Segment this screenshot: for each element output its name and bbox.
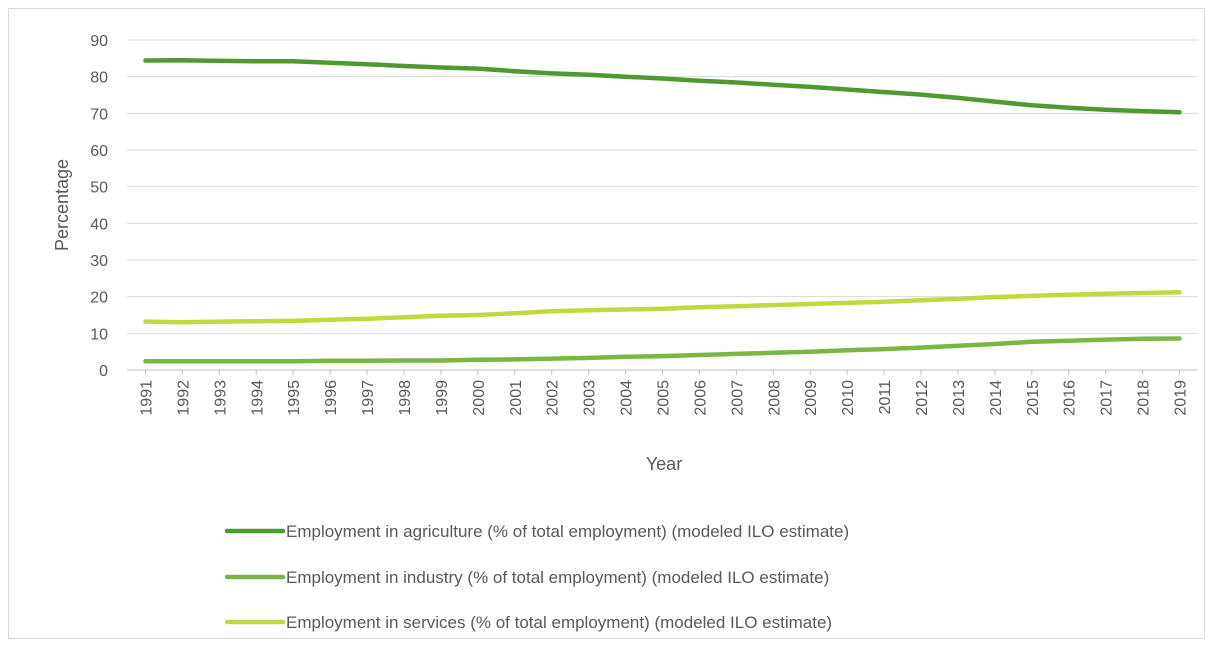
x-axis-title: Year — [646, 454, 682, 474]
y-tick-label: 80 — [90, 70, 108, 87]
legend-label-1: Employment in agriculture (% of total em… — [286, 522, 849, 541]
series-lines — [143, 57, 1182, 364]
x-tick-label: 2008 — [766, 380, 783, 416]
y-tick-label: 70 — [90, 106, 108, 123]
series-line-1 — [143, 57, 1182, 115]
x-tick-label: 1993 — [212, 380, 229, 416]
y-tick-label: 30 — [90, 253, 108, 270]
x-tick-label: 2017 — [1099, 380, 1116, 416]
x-tick-label: 1995 — [286, 380, 303, 416]
x-tick-label: 2018 — [1136, 380, 1153, 416]
x-tick-label: 2015 — [1025, 380, 1042, 416]
x-tick-label: 2000 — [471, 380, 488, 416]
x-tick-label: 2006 — [692, 380, 709, 416]
x-tick-label: 1997 — [360, 380, 377, 416]
y-tick-label: 10 — [90, 326, 108, 343]
x-tick-label: 1998 — [397, 380, 414, 416]
y-axis-ticks: 0 10 20 30 40 50 60 70 80 90 — [90, 33, 108, 380]
y-tick-label: 20 — [90, 290, 108, 307]
x-tick-label: 1992 — [175, 380, 192, 416]
x-tick-label: 2010 — [840, 380, 857, 416]
y-tick-label: 90 — [90, 33, 108, 50]
x-tick-label: 1999 — [434, 380, 451, 416]
x-tick-label: 2012 — [914, 380, 931, 416]
y-tick-label: 40 — [90, 216, 108, 233]
x-tick-label: 2001 — [508, 380, 525, 416]
x-tick-label: 1996 — [323, 380, 340, 416]
legend-label-3: Employment in services (% of total emplo… — [286, 613, 832, 632]
x-tick-label: 2005 — [656, 380, 673, 416]
x-axis-ticks: 1991 1992 1993 1994 1995 1996 1997 1998 1999 2000… — [138, 370, 1190, 416]
series-line-3 — [143, 290, 1182, 325]
y-tick-label: 50 — [90, 180, 108, 197]
x-tick-label: 2019 — [1173, 380, 1190, 416]
y-tick-label: 0 — [99, 363, 108, 380]
y-tick-label: 60 — [90, 143, 108, 160]
y-axis-title: Percentage — [52, 159, 72, 251]
x-tick-label: 2004 — [619, 380, 636, 416]
x-tick-label: 2013 — [951, 380, 968, 416]
x-tick-label: 1991 — [138, 380, 155, 416]
x-tick-label: 2009 — [803, 380, 820, 416]
legend-label-2: Employment in industry (% of total emplo… — [286, 568, 829, 587]
x-tick-label: 2014 — [988, 380, 1005, 416]
legend: Employment in agriculture (% of total em… — [224, 522, 849, 632]
x-tick-label: 2003 — [582, 380, 599, 416]
series-line-2 — [143, 336, 1182, 364]
x-tick-label: 2011 — [877, 380, 894, 415]
x-tick-label: 1994 — [249, 380, 266, 416]
x-tick-label: 2002 — [545, 380, 562, 416]
x-tick-label: 2007 — [729, 380, 746, 416]
x-tick-label: 2016 — [1062, 380, 1079, 416]
